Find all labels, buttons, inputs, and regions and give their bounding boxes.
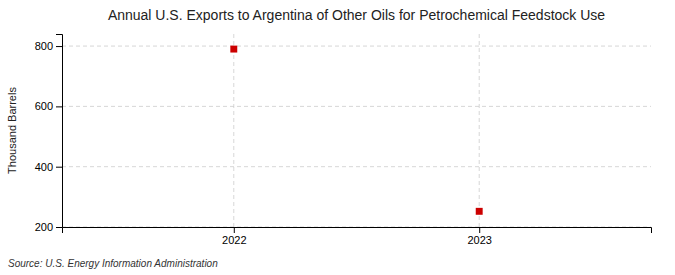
tick-mark	[56, 167, 62, 168]
tick: 600	[35, 100, 62, 112]
tick-label: 2022	[222, 234, 246, 246]
grid	[62, 46, 651, 227]
tick: 2022	[222, 227, 246, 246]
tick: 200	[35, 221, 62, 233]
grid-line	[62, 227, 651, 228]
tick-label: 2023	[467, 234, 491, 246]
y-axis: 200 400 600 800	[35, 35, 63, 234]
tick-mark	[56, 227, 62, 228]
tick-label: 600	[35, 100, 53, 112]
tick: 400	[35, 161, 62, 173]
point	[230, 46, 237, 53]
grid-line	[62, 106, 651, 107]
axis-line	[63, 228, 652, 234]
tick-mark	[234, 227, 235, 233]
x-guide-line	[479, 34, 480, 227]
tick-label: 400	[35, 161, 53, 173]
marks	[230, 34, 482, 227]
tick: 800	[35, 40, 62, 52]
tick-label: 200	[35, 221, 53, 233]
plot: 2022 2023 200 400 600 800	[35, 34, 652, 246]
tick: 2023	[467, 227, 491, 246]
point	[476, 208, 483, 215]
tick-mark	[56, 106, 62, 107]
grid-line	[62, 166, 651, 167]
tick-mark	[479, 227, 480, 233]
tick-label: 800	[35, 40, 53, 52]
source: Source: U.S. Energy Information Administ…	[8, 258, 218, 269]
grid-line	[62, 46, 651, 47]
tick-mark	[56, 46, 62, 47]
y-axis-label: Thousand Barrels	[6, 87, 18, 174]
title: Annual U.S. Exports to Argentina of Othe…	[108, 7, 605, 23]
x-guide-line	[233, 34, 234, 227]
axis-line	[56, 35, 63, 228]
x-axis: 2022 2023	[63, 227, 652, 246]
chart: 2022 2023 200 400 600 800 Annual U.S. Exports …	[0, 0, 675, 275]
